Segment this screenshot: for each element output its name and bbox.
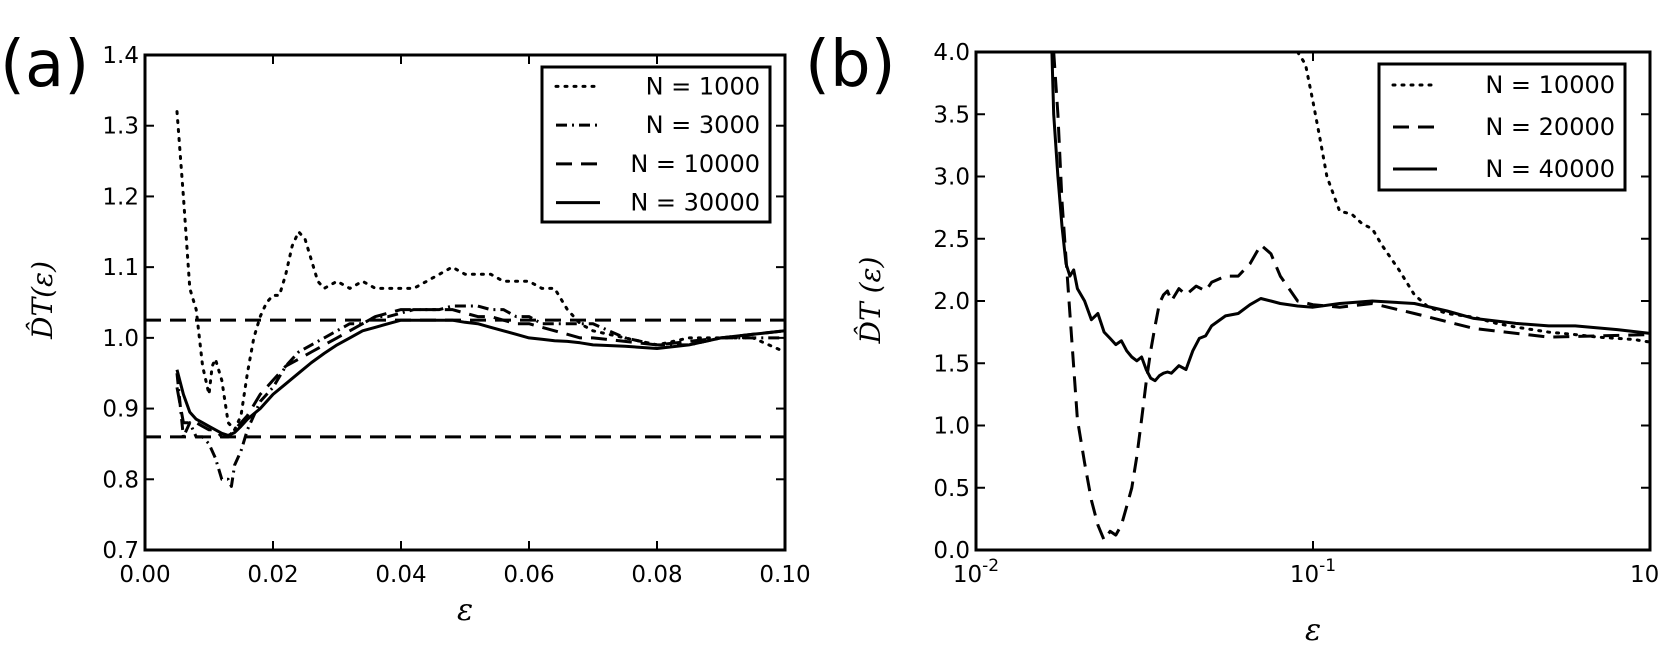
panel-a-y-axis-label: D̂T(ε) <box>26 261 59 340</box>
a-legend-label-n-10000: N = 10000 <box>630 150 760 178</box>
panel-a-y-ticks: 0.7 0.8 0.9 1.0 1.1 1.2 1.3 1.4 <box>102 43 785 564</box>
b-y-tick-label: 1.5 <box>933 351 970 377</box>
panel-b-frame <box>974 50 1652 552</box>
a-series-n-10000 <box>175 308 785 439</box>
a-series-n-30000 <box>175 318 785 437</box>
b-legend-label-n-20000: N = 20000 <box>1485 113 1615 141</box>
b-series-n-40000 <box>1050 52 1650 383</box>
panel-a-x-ticks: 0.00 0.02 0.04 0.06 0.08 0.10 <box>119 55 811 588</box>
panel-b-x-ticks: 10-2 10-1 100 <box>953 52 1660 588</box>
panel-b-legend: N = 10000 N = 20000 N = 40000 <box>1377 62 1627 192</box>
panel-a-legend: N = 1000 N = 3000 N = 10000 N = 30000 <box>540 65 772 224</box>
b-y-tick-label: 3.5 <box>933 102 970 128</box>
panel-b-series <box>1050 52 1650 542</box>
b-y-tick-label: 1.0 <box>933 414 970 440</box>
a-y-tick-label: 1.4 <box>102 43 139 69</box>
panel-a: (a) 0.00 0.02 0.04 0.06 0.08 0.10 0.7 0.8 0.9 1.… <box>0 28 811 628</box>
a-y-tick-label: 1.1 <box>102 255 139 281</box>
panel-b: (b) 10-2 10-1 100 0.0 0.5 1.0 1.5 2.0 2.5 3.0 3.5… <box>805 28 1660 648</box>
b-y-tick-label: 2.5 <box>933 227 970 253</box>
a-legend-box <box>540 65 772 224</box>
a-y-tick-label: 0.7 <box>102 538 139 564</box>
panel-a-x-axis-label: ε <box>457 593 473 628</box>
b-x-tick-label: 100 <box>1630 556 1660 588</box>
a-legend-label-n-30000: N = 30000 <box>630 189 760 217</box>
a-x-tick-label: 0.10 <box>759 562 810 588</box>
a-series-n-3000 <box>175 304 785 488</box>
b-y-tick-label: 0.0 <box>933 538 970 564</box>
b-y-tick-label: 4.0 <box>933 40 970 66</box>
a-y-tick-label: 0.9 <box>102 397 139 423</box>
b-y-tick-label: 3.0 <box>933 165 970 191</box>
panel-b-x-axis-label: ε <box>1305 613 1321 648</box>
a-y-tick-label: 1.3 <box>102 114 139 140</box>
panel-b-label: (b) <box>805 28 896 102</box>
b-x-tick-label: 10-2 <box>953 556 999 588</box>
a-x-tick-label: 0.08 <box>631 562 682 588</box>
a-x-tick-label: 0.06 <box>503 562 554 588</box>
a-legend-label-n-3000: N = 3000 <box>646 111 760 139</box>
b-series-n-20000 <box>1052 52 1650 542</box>
panel-b-y-ticks: 0.0 0.5 1.0 1.5 2.0 2.5 3.0 3.5 4.0 <box>933 40 1650 564</box>
panel-a-label: (a) <box>0 28 89 102</box>
panel-a-frame <box>143 53 787 552</box>
a-y-tick-label: 1.0 <box>102 326 139 352</box>
b-legend-label-n-40000: N = 40000 <box>1485 155 1615 183</box>
b-y-tick-label: 2.0 <box>933 289 970 315</box>
a-legend-label-n-1000: N = 1000 <box>646 72 760 100</box>
panel-b-y-axis-label: D̂T (ε) <box>854 257 887 345</box>
b-legend-label-n-10000: N = 10000 <box>1485 71 1615 99</box>
panel-a-series <box>145 110 785 488</box>
a-y-tick-label: 0.8 <box>102 467 139 493</box>
b-y-tick-label: 0.5 <box>933 476 970 502</box>
a-y-tick-label: 1.2 <box>102 184 139 210</box>
a-x-tick-label: 0.04 <box>375 562 426 588</box>
a-series-n-1000 <box>175 110 785 432</box>
b-x-tick-label: 10-1 <box>1290 556 1336 588</box>
a-x-tick-label: 0.02 <box>247 562 298 588</box>
a-x-tick-label: 0.00 <box>119 562 170 588</box>
